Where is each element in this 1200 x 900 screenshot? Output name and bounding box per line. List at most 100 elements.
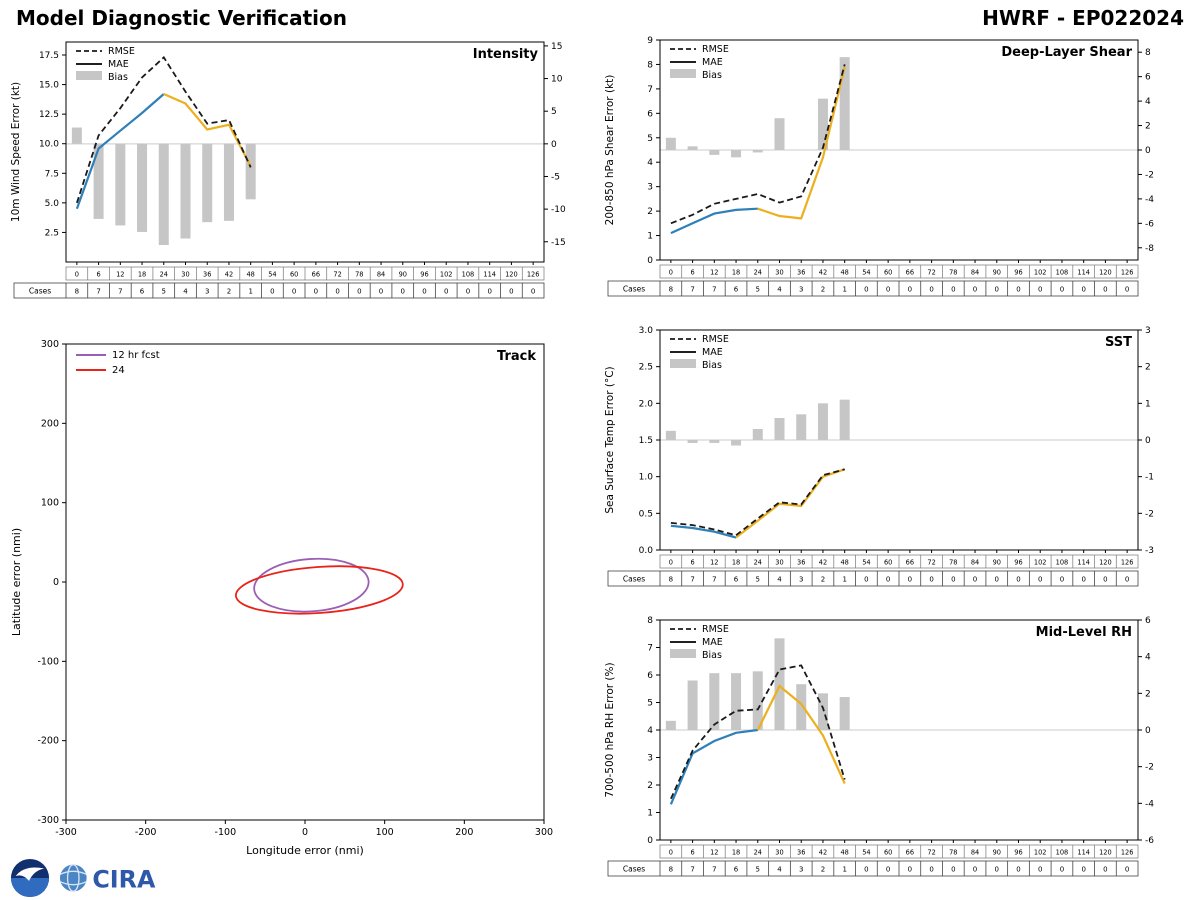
header: Model Diagnostic Verification HWRF - EP0…: [0, 2, 1200, 34]
svg-text:0: 0: [1060, 286, 1064, 294]
rh-bias-bars: [665, 638, 850, 730]
svg-text:-200: -200: [135, 827, 157, 838]
svg-text:120: 120: [505, 270, 518, 278]
svg-text:9: 9: [647, 36, 653, 46]
svg-text:0: 0: [864, 286, 868, 294]
svg-text:0: 0: [53, 577, 59, 588]
svg-text:0: 0: [1145, 146, 1151, 156]
svg-text:102: 102: [1034, 558, 1047, 566]
svg-text:0: 0: [314, 288, 318, 296]
svg-text:15: 15: [551, 42, 562, 52]
svg-text:84: 84: [971, 268, 979, 276]
shear-ylabel: 200-850 hPa Shear Error (kt): [604, 75, 616, 226]
svg-text:48: 48: [840, 848, 848, 856]
sst-cases-label: Cases: [623, 575, 645, 584]
svg-text:0: 0: [973, 866, 977, 874]
shear-cases-label: Cases: [623, 285, 645, 294]
svg-text:4: 4: [647, 158, 653, 168]
svg-text:120: 120: [1099, 268, 1112, 276]
sst-title: SST: [1105, 335, 1132, 350]
svg-text:2: 2: [821, 286, 825, 294]
svg-text:18: 18: [732, 558, 740, 566]
svg-text:0: 0: [1125, 286, 1129, 294]
svg-text:5: 5: [162, 288, 166, 296]
svg-text:0.0: 0.0: [639, 546, 654, 556]
rh-ylabel: 700-500 hPa RH Error (%): [604, 662, 616, 797]
svg-text:12: 12: [710, 848, 718, 856]
svg-text:0: 0: [995, 866, 999, 874]
model-run-title: HWRF - EP022024: [982, 6, 1184, 30]
svg-text:3: 3: [205, 288, 209, 296]
svg-text:200: 200: [41, 418, 59, 429]
svg-text:90: 90: [993, 848, 1001, 856]
svg-text:0: 0: [531, 288, 535, 296]
svg-text:0: 0: [1038, 576, 1042, 584]
svg-text:2: 2: [821, 866, 825, 874]
noaa-ocean: [10, 878, 50, 898]
svg-text:1: 1: [647, 232, 653, 242]
svg-text:90: 90: [993, 268, 1001, 276]
svg-text:12.5: 12.5: [39, 110, 59, 120]
svg-text:6: 6: [1145, 73, 1151, 83]
svg-text:5: 5: [756, 286, 760, 294]
rh-cases-label: Cases: [623, 865, 645, 874]
svg-text:12: 12: [116, 270, 124, 278]
svg-text:0: 0: [864, 866, 868, 874]
svg-text:0: 0: [1103, 576, 1107, 584]
svg-text:54: 54: [268, 270, 276, 278]
svg-text:5: 5: [647, 699, 653, 709]
svg-text:-4: -4: [1145, 799, 1154, 809]
svg-text:1: 1: [1145, 399, 1151, 409]
svg-text:84: 84: [377, 270, 385, 278]
svg-text:0: 0: [929, 866, 933, 874]
svg-text:0: 0: [551, 140, 557, 150]
svg-text:3: 3: [799, 576, 803, 584]
legend-24hr-label: 24: [112, 365, 125, 376]
svg-text:8: 8: [669, 286, 673, 294]
svg-text:42: 42: [819, 558, 827, 566]
track-legend: 12 hr fcst 24: [76, 350, 160, 376]
svg-text:0: 0: [401, 288, 405, 296]
shear-hour-row: 0 6 12 18 24 30 36 42 48 54 60 66 72 78 84 90 96 102 108 11…: [659, 264, 1139, 279]
intensity-cases-row: Cases 8 7 7 6 5 4 3 2 1 0 0 0 0 0 0 0 0 0 0 0 0 0: [13, 282, 545, 299]
svg-text:78: 78: [355, 270, 363, 278]
svg-text:2.5: 2.5: [639, 363, 653, 373]
svg-text:2.5: 2.5: [45, 228, 59, 238]
intensity-chart: 2.55.07.510.012.515.017.5-15-10-50510150…: [10, 41, 566, 299]
svg-text:2: 2: [1145, 122, 1151, 132]
svg-text:18: 18: [732, 268, 740, 276]
svg-text:8: 8: [669, 866, 673, 874]
svg-text:90: 90: [399, 270, 407, 278]
svg-text:2: 2: [647, 781, 653, 791]
svg-text:-2: -2: [1145, 763, 1154, 773]
svg-text:300: 300: [41, 339, 59, 350]
svg-text:10: 10: [551, 75, 563, 85]
intensity-cases-label: Cases: [29, 287, 51, 296]
sst-right-axis: -3 -2 -1 0 1 2 3: [1138, 326, 1154, 556]
svg-text:0: 0: [1103, 286, 1107, 294]
svg-text:8: 8: [1145, 48, 1151, 58]
legend-bias-label: Bias: [702, 360, 722, 371]
svg-text:24: 24: [754, 558, 762, 566]
svg-text:1: 1: [842, 576, 846, 584]
svg-text:100: 100: [41, 498, 59, 509]
intensity-bias-bars: [71, 127, 256, 246]
svg-text:0: 0: [422, 288, 426, 296]
svg-text:6: 6: [734, 286, 739, 294]
svg-text:2: 2: [821, 576, 825, 584]
shear-mae-line-early: [670, 207, 758, 235]
noaa-logo: [10, 858, 50, 898]
svg-text:96: 96: [1014, 558, 1022, 566]
track-plot-frame: [65, 343, 545, 821]
svg-text:1: 1: [248, 288, 252, 296]
svg-text:5: 5: [551, 107, 557, 117]
svg-text:126: 126: [527, 270, 540, 278]
cira-wordmark: CIRA: [92, 866, 156, 894]
shear-title: Deep-Layer Shear: [1001, 45, 1132, 60]
rh-left-axis: 0 1 2 3 4 5 6 7 8: [647, 616, 660, 846]
svg-text:90: 90: [993, 558, 1001, 566]
noaa-gull-icon: [15, 867, 45, 881]
svg-text:0: 0: [1103, 866, 1107, 874]
svg-text:-100: -100: [37, 656, 59, 667]
